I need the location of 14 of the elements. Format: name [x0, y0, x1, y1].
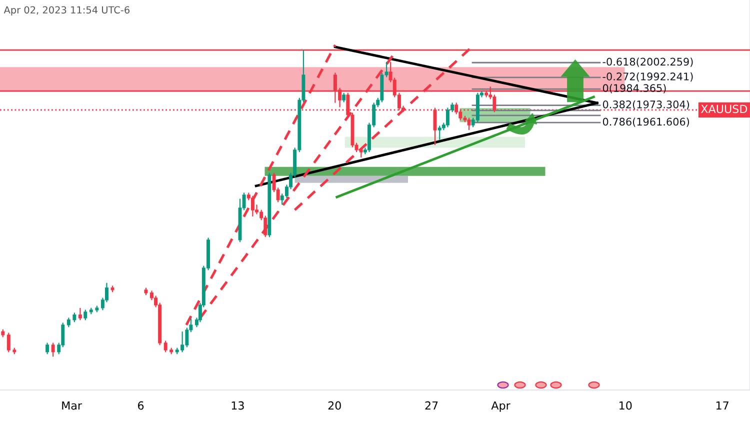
x-tick-label: 6 — [138, 401, 144, 410]
x-tick-label: Apr — [491, 401, 510, 412]
x-tick-label: 17 — [716, 401, 728, 410]
ref-line-label: -0.272(1992.241) — [602, 72, 693, 82]
x-tick-label: 27 — [425, 401, 438, 410]
x-tick-label: 20 — [328, 401, 341, 410]
annotation: XAUUSD — [700, 104, 748, 114]
x-tick-label: Mar — [62, 401, 82, 410]
x-tick-label: 13 — [232, 401, 244, 410]
x-tick-label: 10 — [620, 401, 632, 410]
ref-line-label: -0.618(2002.259) — [602, 58, 693, 67]
ref-line-label: 0.382(1973.304) — [602, 100, 690, 110]
annotation: Apr 02, 2023 11:54 UTC-6 — [4, 6, 130, 16]
ref-line-label: 0.786(1961.606) — [602, 118, 690, 127]
